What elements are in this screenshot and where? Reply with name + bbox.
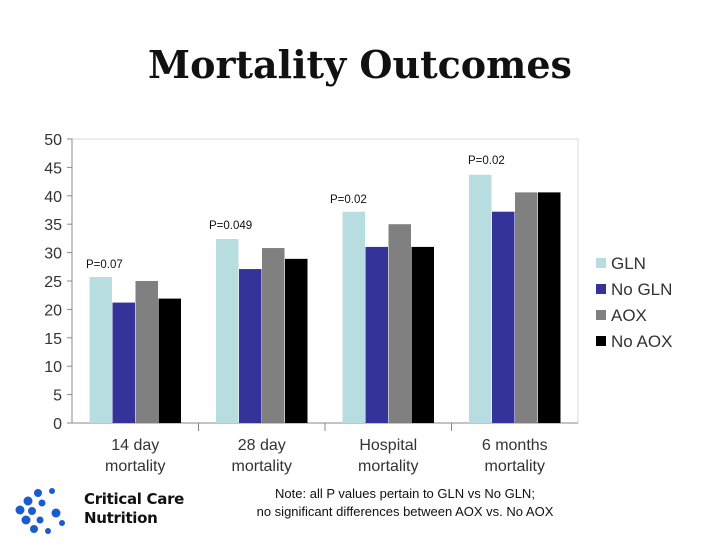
bar bbox=[469, 174, 492, 423]
y-tick-label: 40 bbox=[44, 189, 62, 206]
legend-label: No GLN bbox=[611, 280, 672, 299]
logo-dot bbox=[59, 520, 65, 526]
logo-dot bbox=[36, 516, 44, 524]
legend-swatch bbox=[596, 336, 606, 346]
bar bbox=[492, 211, 515, 423]
bar bbox=[262, 248, 285, 423]
logo-dot bbox=[45, 528, 51, 534]
bar bbox=[285, 258, 308, 423]
logo-dot bbox=[30, 525, 38, 533]
bar bbox=[515, 192, 538, 423]
y-tick-label: 30 bbox=[44, 246, 62, 263]
legend-label: GLN bbox=[611, 254, 646, 273]
bar bbox=[538, 192, 561, 423]
x-tick-label: mortality bbox=[358, 458, 418, 475]
bar bbox=[365, 246, 388, 423]
p-value-annotation: P=0.02 bbox=[330, 194, 367, 206]
logo-line-2: Nutrition bbox=[84, 509, 158, 527]
bar bbox=[112, 302, 135, 423]
footnote-line-1: Note: all P values pertain to GLN vs No … bbox=[275, 486, 535, 501]
y-tick-label: 20 bbox=[44, 302, 62, 319]
logo-dot bbox=[38, 499, 46, 507]
logo-dot bbox=[34, 489, 42, 497]
y-tick-label: 25 bbox=[44, 274, 62, 291]
footnote-line-2: no significant differences between AOX v… bbox=[256, 504, 554, 519]
y-tick-label: 5 bbox=[53, 388, 62, 405]
x-tick-label: mortality bbox=[485, 458, 545, 475]
logo-dot bbox=[28, 507, 36, 515]
critical-care-nutrition-logo: Critical Care Nutrition bbox=[12, 487, 192, 537]
p-value-annotation: P=0.02 bbox=[468, 155, 505, 167]
x-tick-label: 6 months bbox=[482, 437, 548, 454]
y-tick-label: 50 bbox=[44, 132, 62, 149]
logo-dot bbox=[49, 488, 55, 494]
bar bbox=[239, 269, 262, 423]
legend-swatch bbox=[596, 284, 606, 294]
y-tick-label: 0 bbox=[53, 416, 62, 433]
logo-dot bbox=[51, 508, 61, 518]
y-tick-label: 10 bbox=[44, 359, 62, 376]
footnote: Note: all P values pertain to GLN vs No … bbox=[205, 485, 605, 521]
bar bbox=[342, 211, 365, 423]
legend-label: No AOX bbox=[611, 332, 672, 351]
legend-label: AOX bbox=[611, 306, 647, 325]
p-value-annotation: P=0.049 bbox=[209, 220, 252, 232]
y-tick-label: 35 bbox=[44, 217, 62, 234]
logo-dots-icon bbox=[15, 488, 65, 534]
x-tick-label: Hospital bbox=[359, 437, 417, 454]
bar bbox=[89, 277, 112, 423]
y-tick-label: 45 bbox=[44, 160, 62, 177]
logo-dot bbox=[23, 496, 33, 506]
page-title: Mortality Outcomes bbox=[148, 42, 572, 87]
logo-text: Critical Care Nutrition bbox=[84, 490, 184, 528]
bar bbox=[135, 281, 158, 423]
x-tick-label: 14 day bbox=[111, 437, 159, 454]
bar bbox=[411, 246, 434, 423]
bar bbox=[388, 224, 411, 423]
legend-swatch bbox=[596, 258, 606, 268]
bar bbox=[216, 238, 239, 423]
p-value-annotation: P=0.07 bbox=[86, 259, 123, 271]
x-tick-label: mortality bbox=[232, 458, 292, 475]
bar bbox=[158, 298, 181, 423]
y-tick-label: 15 bbox=[44, 331, 62, 348]
x-tick-label: mortality bbox=[105, 458, 165, 475]
legend-swatch bbox=[596, 310, 606, 320]
logo-dot bbox=[15, 505, 25, 515]
x-tick-label: 28 day bbox=[238, 437, 286, 454]
logo-dot bbox=[21, 515, 31, 525]
logo-line-1: Critical Care bbox=[84, 490, 185, 508]
